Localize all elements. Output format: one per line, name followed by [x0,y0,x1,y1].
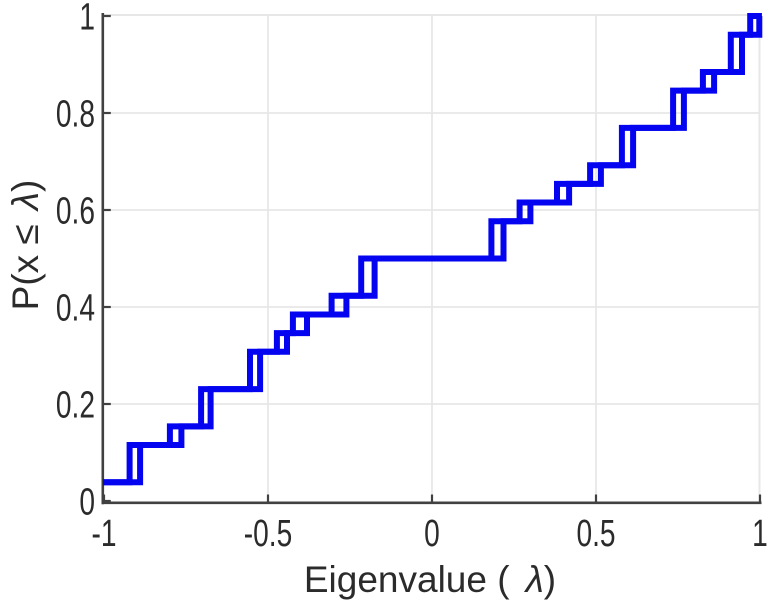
svg-text:1: 1 [79,0,95,39]
y-tick-label: 0.8 [56,94,95,136]
lambda-symbol: λ [524,559,544,600]
svg-text:0.5: 0.5 [576,513,615,555]
svg-text:0.8: 0.8 [56,94,95,136]
x-tick-label: 1 [752,513,768,555]
svg-text:-0.5: -0.5 [244,513,292,555]
ecdf-staircase-left [103,13,762,486]
y-axis-label: P(x ≤ λ) [5,180,46,311]
ecdf-staircase-right [103,13,763,486]
svg-text:0: 0 [424,513,440,555]
axes [101,13,762,505]
ecdf-curve [103,13,763,486]
x-tick-label: -1 [91,513,116,555]
svg-text:-1: -1 [91,513,116,555]
x-tick-label: 0.5 [576,513,615,555]
svg-text:0.4: 0.4 [56,288,95,330]
y-tick-label: 0.4 [56,288,95,330]
y-axis-label-prefix: P(x ≤ [5,224,46,310]
lambda-symbol: λ [5,192,46,212]
x-axis-label: Eigenvalue ( λ) [304,559,556,600]
x-tick-label: 0 [424,513,440,555]
svg-text:1: 1 [752,513,768,555]
y-tick-label: 0.2 [56,385,95,427]
x-axis-label-prefix: Eigenvalue ( [304,559,510,600]
tick-labels: -1 -0.5 0 0.5 1 0 0.2 0.4 0.6 0.8 1 [56,0,768,555]
x-tick-label: -0.5 [244,513,292,555]
y-tick-label: 0.6 [56,191,95,233]
y-axis-label-suffix: ) [5,180,46,192]
x-axis-label-suffix: ) [544,559,556,600]
svg-text:0: 0 [79,482,95,524]
svg-text:0.6: 0.6 [56,191,95,233]
svg-text:0.2: 0.2 [56,385,95,427]
y-tick-label: 0 [79,482,95,524]
y-tick-label: 1 [79,0,95,39]
